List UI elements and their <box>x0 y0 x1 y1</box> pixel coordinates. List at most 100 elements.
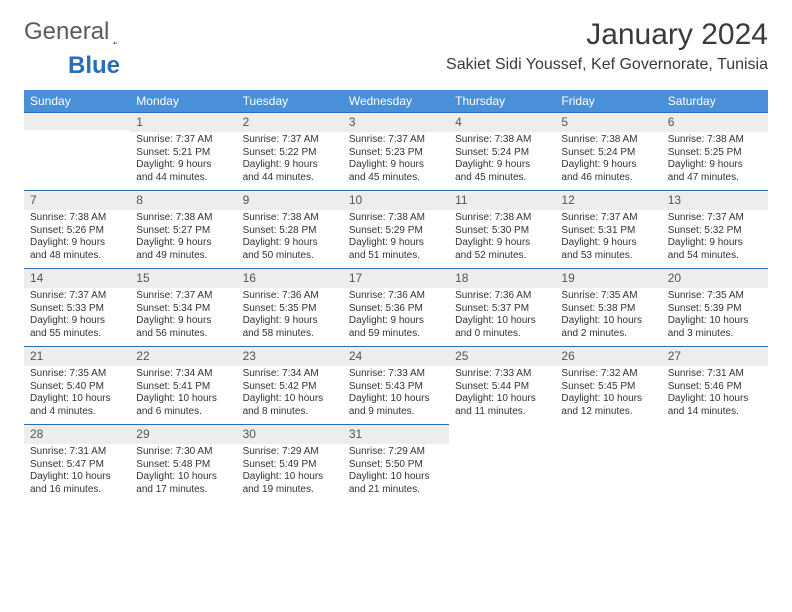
calendar-cell: 8Sunrise: 7:38 AMSunset: 5:27 PMDaylight… <box>130 190 236 268</box>
calendar-cell: 19Sunrise: 7:35 AMSunset: 5:38 PMDayligh… <box>555 268 661 346</box>
day-body: Sunrise: 7:37 AMSunset: 5:23 PMDaylight:… <box>343 132 449 190</box>
day-body: Sunrise: 7:35 AMSunset: 5:39 PMDaylight:… <box>662 288 768 346</box>
sunset-text: Sunset: 5:24 PM <box>455 147 549 160</box>
sunset-text: Sunset: 5:37 PM <box>455 303 549 316</box>
daylight-text: Daylight: 9 hours and 49 minutes. <box>136 237 230 262</box>
sunrise-text: Sunrise: 7:33 AM <box>455 368 549 381</box>
sunrise-text: Sunrise: 7:38 AM <box>561 134 655 147</box>
sunrise-text: Sunrise: 7:36 AM <box>349 290 443 303</box>
sunset-text: Sunset: 5:24 PM <box>561 147 655 160</box>
weekday-header: Saturday <box>662 90 768 112</box>
sunrise-text: Sunrise: 7:31 AM <box>30 446 124 459</box>
day-number: 23 <box>237 346 343 366</box>
calendar-cell <box>662 424 768 502</box>
day-number: 14 <box>24 268 130 288</box>
daylight-text: Daylight: 9 hours and 50 minutes. <box>243 237 337 262</box>
daylight-text: Daylight: 9 hours and 55 minutes. <box>30 315 124 340</box>
day-number: 22 <box>130 346 236 366</box>
sunrise-text: Sunrise: 7:34 AM <box>243 368 337 381</box>
weekday-header: Tuesday <box>237 90 343 112</box>
day-body: Sunrise: 7:34 AMSunset: 5:42 PMDaylight:… <box>237 366 343 424</box>
sunset-text: Sunset: 5:30 PM <box>455 225 549 238</box>
sunrise-text: Sunrise: 7:38 AM <box>668 134 762 147</box>
calendar-cell: 7Sunrise: 7:38 AMSunset: 5:26 PMDaylight… <box>24 190 130 268</box>
daylight-text: Daylight: 10 hours and 12 minutes. <box>561 393 655 418</box>
sunset-text: Sunset: 5:25 PM <box>668 147 762 160</box>
day-body: Sunrise: 7:36 AMSunset: 5:37 PMDaylight:… <box>449 288 555 346</box>
day-body: Sunrise: 7:34 AMSunset: 5:41 PMDaylight:… <box>130 366 236 424</box>
day-number: 30 <box>237 424 343 444</box>
calendar-row: 28Sunrise: 7:31 AMSunset: 5:47 PMDayligh… <box>24 424 768 502</box>
day-body: Sunrise: 7:30 AMSunset: 5:48 PMDaylight:… <box>130 444 236 502</box>
day-number: 11 <box>449 190 555 210</box>
day-number: 28 <box>24 424 130 444</box>
month-title: January 2024 <box>446 18 768 52</box>
sunset-text: Sunset: 5:35 PM <box>243 303 337 316</box>
calendar-cell: 24Sunrise: 7:33 AMSunset: 5:43 PMDayligh… <box>343 346 449 424</box>
day-number: 31 <box>343 424 449 444</box>
sunset-text: Sunset: 5:40 PM <box>30 381 124 394</box>
day-number: 13 <box>662 190 768 210</box>
day-body: Sunrise: 7:37 AMSunset: 5:31 PMDaylight:… <box>555 210 661 268</box>
day-body: Sunrise: 7:29 AMSunset: 5:50 PMDaylight:… <box>343 444 449 502</box>
day-number: 29 <box>130 424 236 444</box>
sunset-text: Sunset: 5:34 PM <box>136 303 230 316</box>
sunrise-text: Sunrise: 7:37 AM <box>561 212 655 225</box>
daylight-text: Daylight: 9 hours and 54 minutes. <box>668 237 762 262</box>
day-body: Sunrise: 7:33 AMSunset: 5:44 PMDaylight:… <box>449 366 555 424</box>
daylight-text: Daylight: 9 hours and 52 minutes. <box>455 237 549 262</box>
day-number: 10 <box>343 190 449 210</box>
day-body: Sunrise: 7:32 AMSunset: 5:45 PMDaylight:… <box>555 366 661 424</box>
day-body: Sunrise: 7:38 AMSunset: 5:24 PMDaylight:… <box>449 132 555 190</box>
day-number: 4 <box>449 112 555 132</box>
day-body: Sunrise: 7:38 AMSunset: 5:24 PMDaylight:… <box>555 132 661 190</box>
sunrise-text: Sunrise: 7:38 AM <box>30 212 124 225</box>
sunset-text: Sunset: 5:29 PM <box>349 225 443 238</box>
sunrise-text: Sunrise: 7:37 AM <box>349 134 443 147</box>
calendar-cell: 1Sunrise: 7:37 AMSunset: 5:21 PMDaylight… <box>130 112 236 190</box>
sunset-text: Sunset: 5:47 PM <box>30 459 124 472</box>
sunset-text: Sunset: 5:48 PM <box>136 459 230 472</box>
calendar-cell: 17Sunrise: 7:36 AMSunset: 5:36 PMDayligh… <box>343 268 449 346</box>
calendar-cell: 11 Sunrise: 7:38 AMSunset: 5:30 PMDayligh… <box>449 190 555 268</box>
day-number: 6 <box>662 112 768 132</box>
daylight-text: Daylight: 9 hours and 59 minutes. <box>349 315 443 340</box>
sunset-text: Sunset: 5:32 PM <box>668 225 762 238</box>
daylight-text: Daylight: 10 hours and 9 minutes. <box>349 393 443 418</box>
sunrise-text: Sunrise: 7:38 AM <box>455 212 549 225</box>
sunset-text: Sunset: 5:44 PM <box>455 381 549 394</box>
day-number: 16 <box>237 268 343 288</box>
sunrise-text: Sunrise: 7:37 AM <box>243 134 337 147</box>
day-body: Sunrise: 7:31 AMSunset: 5:46 PMDaylight:… <box>662 366 768 424</box>
daylight-text: Daylight: 9 hours and 46 minutes. <box>561 159 655 184</box>
logo-text-2: Blue <box>68 52 120 79</box>
sunrise-text: Sunrise: 7:36 AM <box>455 290 549 303</box>
logo-text-1: General <box>24 18 109 46</box>
sunset-text: Sunset: 5:28 PM <box>243 225 337 238</box>
sunrise-text: Sunrise: 7:38 AM <box>243 212 337 225</box>
sunset-text: Sunset: 5:33 PM <box>30 303 124 316</box>
sunset-text: Sunset: 5:21 PM <box>136 147 230 160</box>
sunrise-text: Sunrise: 7:38 AM <box>349 212 443 225</box>
sunrise-text: Sunrise: 7:30 AM <box>136 446 230 459</box>
calendar-cell: 27Sunrise: 7:31 AMSunset: 5:46 PMDayligh… <box>662 346 768 424</box>
calendar-cell: 18Sunrise: 7:36 AMSunset: 5:37 PMDayligh… <box>449 268 555 346</box>
day-body: Sunrise: 7:38 AMSunset: 5:29 PMDaylight:… <box>343 210 449 268</box>
daylight-text: Daylight: 9 hours and 45 minutes. <box>349 159 443 184</box>
weekday-row: SundayMondayTuesdayWednesdayThursdayFrid… <box>24 90 768 112</box>
day-body: Sunrise: 7:37 AMSunset: 5:32 PMDaylight:… <box>662 210 768 268</box>
sunrise-text: Sunrise: 7:37 AM <box>136 290 230 303</box>
sunset-text: Sunset: 5:46 PM <box>668 381 762 394</box>
sunset-text: Sunset: 5:41 PM <box>136 381 230 394</box>
calendar-cell: 30Sunrise: 7:29 AMSunset: 5:49 PMDayligh… <box>237 424 343 502</box>
day-number: 8 <box>130 190 236 210</box>
location: Sakiet Sidi Youssef, Kef Governorate, Tu… <box>446 56 768 74</box>
calendar-cell: 29Sunrise: 7:30 AMSunset: 5:48 PMDayligh… <box>130 424 236 502</box>
day-body: Sunrise: 7:37 AMSunset: 5:33 PMDaylight:… <box>24 288 130 346</box>
daylight-text: Daylight: 9 hours and 45 minutes. <box>455 159 549 184</box>
weekday-header: Friday <box>555 90 661 112</box>
day-body: Sunrise: 7:38 AMSunset: 5:27 PMDaylight:… <box>130 210 236 268</box>
daylight-text: Daylight: 9 hours and 44 minutes. <box>243 159 337 184</box>
calendar-cell: 22Sunrise: 7:34 AMSunset: 5:41 PMDayligh… <box>130 346 236 424</box>
day-body: Sunrise: 7:37 AMSunset: 5:22 PMDaylight:… <box>237 132 343 190</box>
